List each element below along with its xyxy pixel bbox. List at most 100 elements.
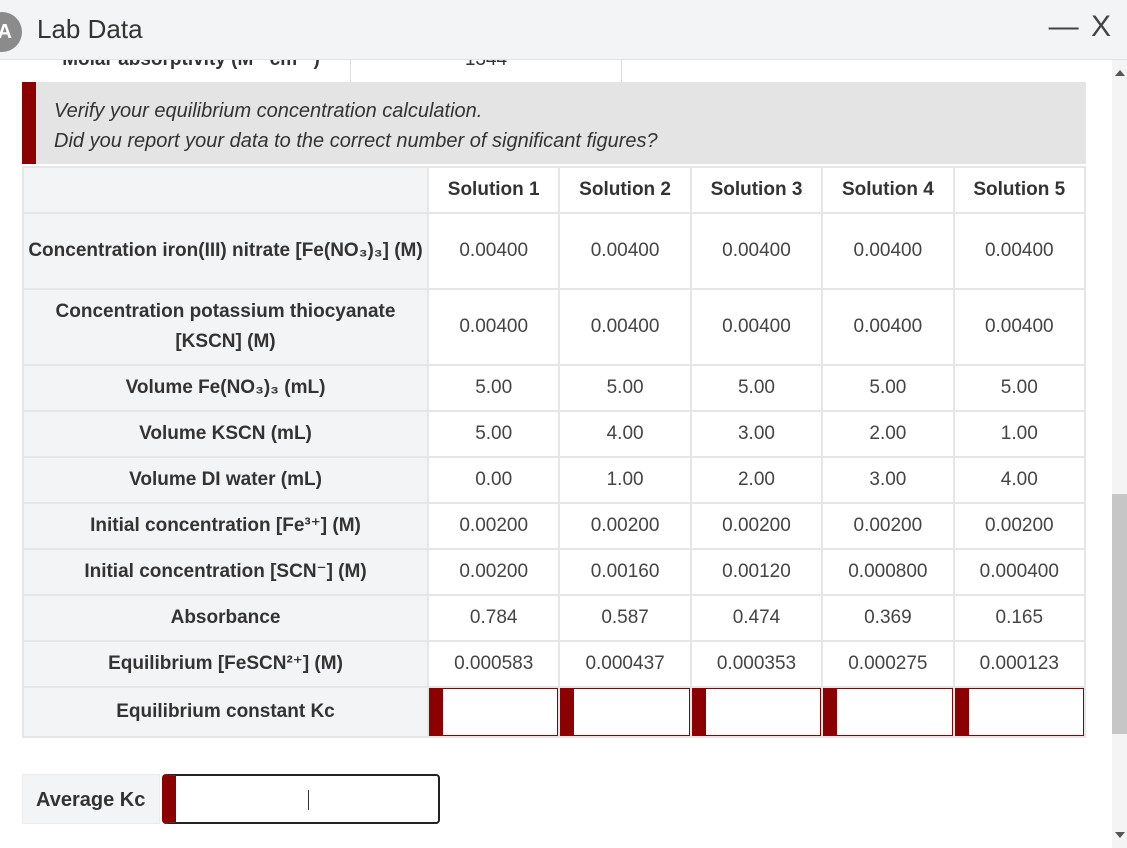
table-cell: 2.00 bbox=[689, 456, 824, 504]
table-cell: 3.00 bbox=[689, 410, 824, 458]
row-label: Volume DI water (mL) bbox=[22, 456, 429, 504]
table-cell: 5.00 bbox=[689, 364, 824, 412]
average-kc-label: Average Kc bbox=[22, 774, 160, 824]
row-label: Equilibrium [FeSCN²⁺] (M) bbox=[22, 640, 429, 688]
lab-data-table: Solution 1 Solution 2 Solution 3 Solutio… bbox=[22, 166, 1087, 738]
table-cell: 4.00 bbox=[952, 456, 1087, 504]
table-cell: 0.000353 bbox=[689, 640, 824, 688]
scroll-up-icon[interactable] bbox=[1115, 70, 1125, 76]
vertical-scrollbar[interactable] bbox=[1112, 60, 1127, 848]
alert-line-2: Did you report your data to the correct … bbox=[54, 130, 658, 152]
table-cell: 0.784 bbox=[426, 594, 561, 642]
table-cell: 0.00400 bbox=[426, 212, 561, 290]
molar-absorptivity-value: 1344 bbox=[350, 60, 622, 82]
table-row: Volume Fe(NO₃)₃ (mL) 5.00 5.00 5.00 5.00… bbox=[22, 364, 1087, 412]
table-cell: 3.00 bbox=[821, 456, 955, 504]
table-cell: 0.00400 bbox=[952, 212, 1087, 290]
table-cell: 0.00400 bbox=[689, 288, 824, 366]
average-kc-group: Average Kc bbox=[22, 774, 440, 824]
table-cell: 5.00 bbox=[558, 364, 692, 412]
table-cell: 0.474 bbox=[689, 594, 824, 642]
corner-cell bbox=[22, 166, 429, 214]
table-cell: 0.00400 bbox=[558, 288, 692, 366]
header-solution-1: Solution 1 bbox=[426, 166, 561, 214]
table-cell: 0.00400 bbox=[558, 212, 692, 290]
kc-input-solution-3[interactable] bbox=[691, 688, 822, 736]
table-cell: 0.00200 bbox=[558, 502, 692, 550]
table-cell: 0.00400 bbox=[952, 288, 1087, 366]
table-row: Equilibrium [FeSCN²⁺] (M) 0.000583 0.000… bbox=[22, 640, 1087, 688]
table-cell: 0.00200 bbox=[426, 548, 561, 596]
scroll-down-icon[interactable] bbox=[1115, 832, 1125, 838]
kc-input-solution-5[interactable] bbox=[954, 688, 1084, 736]
table-cell: 0.00160 bbox=[558, 548, 692, 596]
table-cell: 0.369 bbox=[821, 594, 955, 642]
window-title: Lab Data bbox=[37, 14, 143, 44]
kc-input-solution-1[interactable] bbox=[429, 688, 559, 736]
scrollbar-thumb[interactable] bbox=[1112, 494, 1127, 734]
table-cell: 5.00 bbox=[821, 364, 955, 412]
average-kc-input[interactable] bbox=[162, 774, 440, 824]
table-cell: 0.00400 bbox=[821, 212, 955, 290]
table-cell: 5.00 bbox=[426, 410, 561, 458]
table-row: Initial concentration [SCN⁻] (M) 0.00200… bbox=[22, 548, 1087, 596]
table-cell: 1.00 bbox=[558, 456, 692, 504]
table-cell: 0.165 bbox=[952, 594, 1087, 642]
kc-cell bbox=[952, 686, 1087, 738]
kc-cell bbox=[689, 686, 824, 738]
row-label: Concentration iron(III) nitrate [Fe(NO₃)… bbox=[22, 212, 429, 290]
kc-input-solution-4[interactable] bbox=[823, 688, 953, 736]
header-solution-3: Solution 3 bbox=[689, 166, 824, 214]
table-cell: 0.00200 bbox=[952, 502, 1087, 550]
kc-cell bbox=[426, 686, 561, 738]
kc-input-solution-2[interactable] bbox=[560, 688, 690, 736]
app-logo-icon: A bbox=[0, 12, 22, 52]
table-cell: 0.587 bbox=[558, 594, 692, 642]
table-row: Absorbance 0.784 0.587 0.474 0.369 0.165 bbox=[22, 594, 1087, 642]
header-solution-4: Solution 4 bbox=[821, 166, 955, 214]
table-cell: 0.000400 bbox=[952, 548, 1087, 596]
kc-cell bbox=[821, 686, 955, 738]
table-row: Volume KSCN (mL) 5.00 4.00 3.00 2.00 1.0… bbox=[22, 410, 1087, 458]
table-cell: 0.00200 bbox=[689, 502, 824, 550]
table-cell: 0.00400 bbox=[821, 288, 955, 366]
table-cell: 0.000583 bbox=[426, 640, 561, 688]
table-cell: 0.000437 bbox=[558, 640, 692, 688]
table-cell: 0.00 bbox=[426, 456, 561, 504]
row-label: Initial concentration [SCN⁻] (M) bbox=[22, 548, 429, 596]
text-caret bbox=[308, 790, 309, 810]
table-row: Equilibrium constant Kc bbox=[22, 686, 1087, 738]
table-cell: 0.00200 bbox=[426, 502, 561, 550]
header-solution-5: Solution 5 bbox=[952, 166, 1087, 214]
row-label: Absorbance bbox=[22, 594, 429, 642]
row-label: Equilibrium constant Kc bbox=[22, 686, 429, 738]
table-cell: 0.000275 bbox=[821, 640, 955, 688]
table-cell: 4.00 bbox=[558, 410, 692, 458]
table-cell: 0.000123 bbox=[952, 640, 1087, 688]
lab-data-content: Molar absorptivity (M⁻¹cm⁻¹) 1344 Verify… bbox=[0, 60, 1112, 848]
table-row: Initial concentration [Fe³⁺] (M) 0.00200… bbox=[22, 502, 1087, 550]
table-row: Concentration potassium thiocyanate [KSC… bbox=[22, 288, 1087, 366]
row-label: Concentration potassium thiocyanate [KSC… bbox=[22, 288, 429, 366]
row-label: Volume KSCN (mL) bbox=[22, 410, 429, 458]
kc-cell bbox=[558, 686, 692, 738]
table-cell: 2.00 bbox=[821, 410, 955, 458]
table-cell: 0.000800 bbox=[821, 548, 955, 596]
table-header-row: Solution 1 Solution 2 Solution 3 Solutio… bbox=[22, 166, 1087, 214]
row-label: Volume Fe(NO₃)₃ (mL) bbox=[22, 364, 429, 412]
table-cell: 0.00400 bbox=[689, 212, 824, 290]
table-cell: 5.00 bbox=[426, 364, 561, 412]
header-solution-2: Solution 2 bbox=[558, 166, 692, 214]
table-cell: 0.00200 bbox=[821, 502, 955, 550]
title-bar: A Lab Data — X bbox=[0, 0, 1127, 60]
molar-absorptivity-row: Molar absorptivity (M⁻¹cm⁻¹) 1344 bbox=[22, 60, 622, 82]
table-cell: 5.00 bbox=[952, 364, 1087, 412]
table-cell: 0.00400 bbox=[426, 288, 561, 366]
table-cell: 1.00 bbox=[952, 410, 1087, 458]
table-row: Volume DI water (mL) 0.00 1.00 2.00 3.00… bbox=[22, 456, 1087, 504]
row-label: Initial concentration [Fe³⁺] (M) bbox=[22, 502, 429, 550]
table-row: Concentration iron(III) nitrate [Fe(NO₃)… bbox=[22, 212, 1087, 290]
molar-absorptivity-label: Molar absorptivity (M⁻¹cm⁻¹) bbox=[22, 60, 350, 82]
window-controls[interactable]: — X bbox=[1048, 10, 1113, 43]
alert-line-1: Verify your equilibrium concentration ca… bbox=[54, 100, 483, 122]
